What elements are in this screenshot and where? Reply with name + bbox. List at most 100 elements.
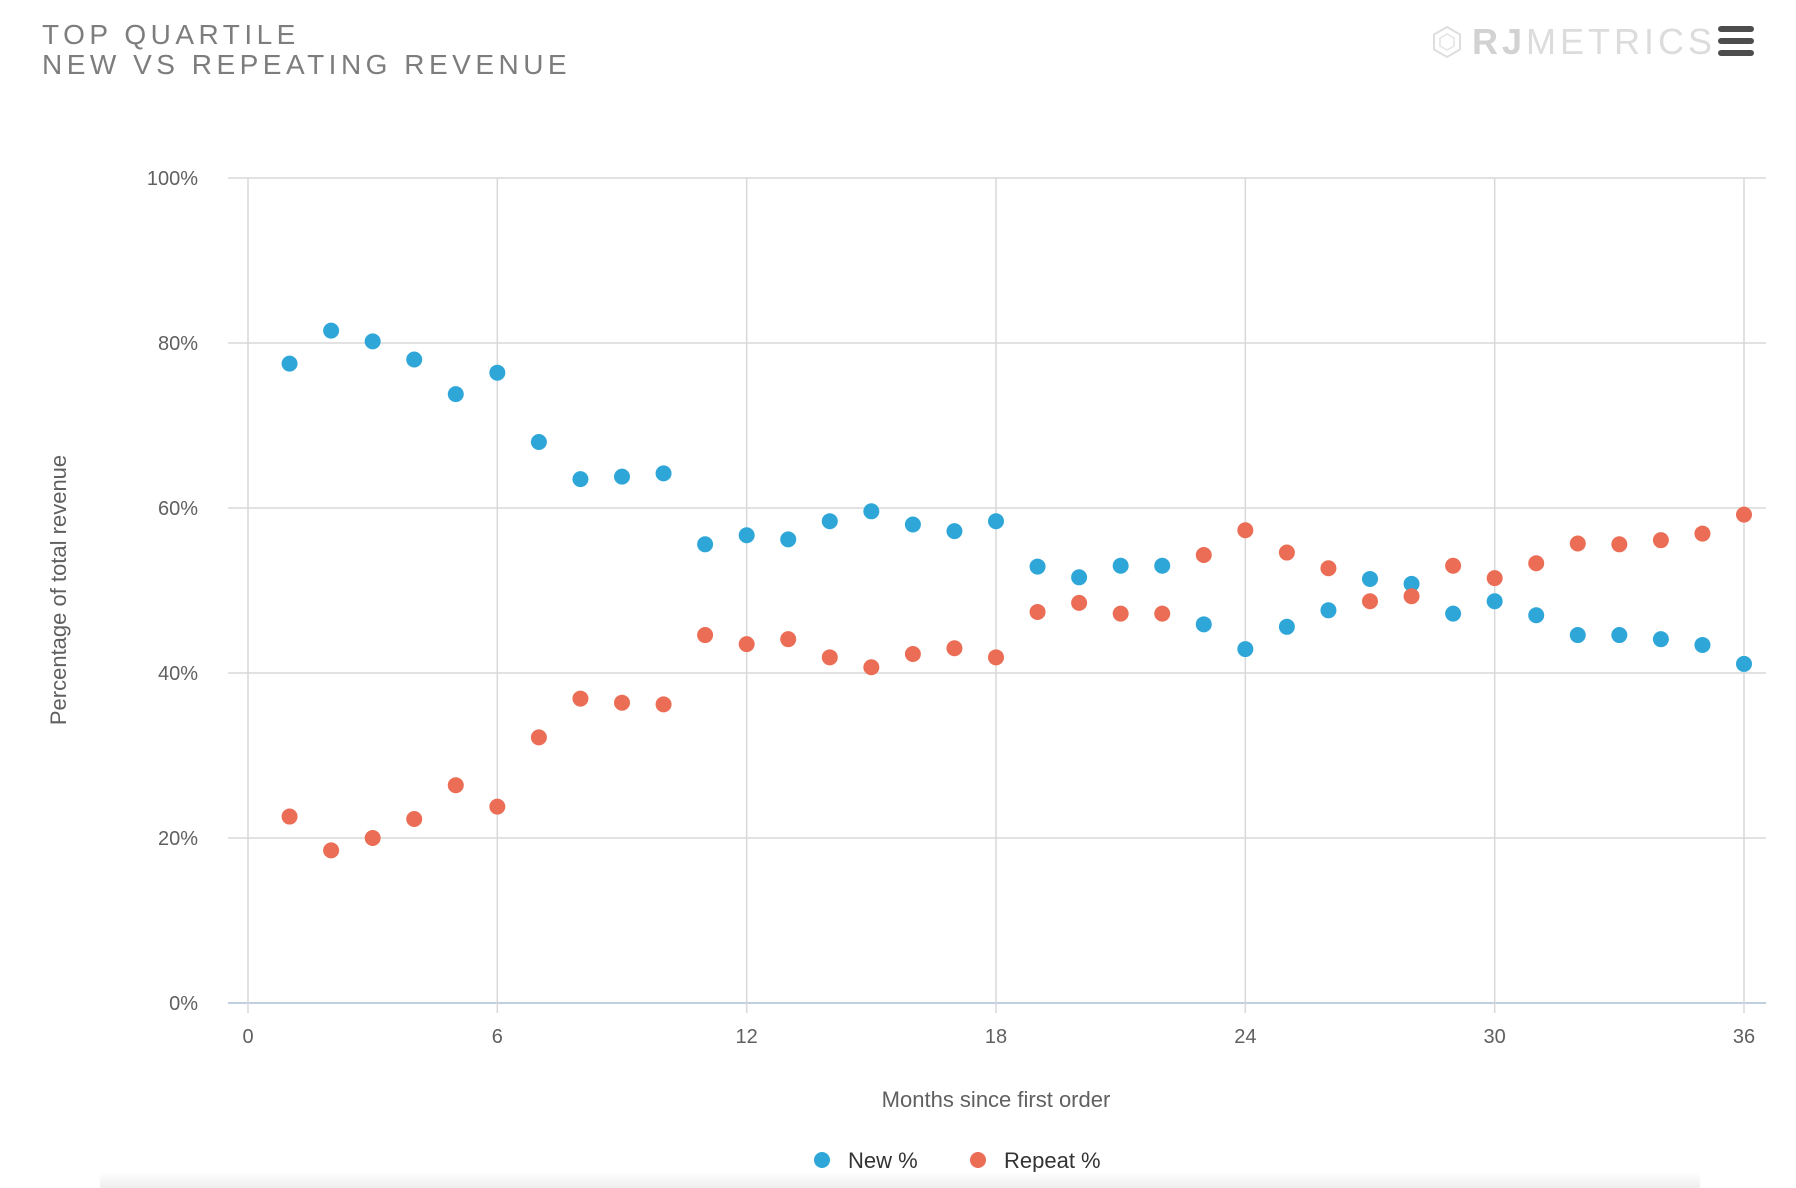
new-pct-point[interactable] bbox=[988, 513, 1004, 530]
repeat-pct-point[interactable] bbox=[1195, 547, 1212, 564]
hamburger-menu-icon[interactable] bbox=[1718, 26, 1754, 56]
repeat-pct-point[interactable] bbox=[1445, 557, 1462, 574]
repeat-pct-point[interactable] bbox=[1237, 522, 1254, 539]
new-pct-point[interactable] bbox=[364, 333, 381, 350]
menu-bar-middle bbox=[1718, 38, 1754, 44]
repeat-pct-point[interactable] bbox=[1486, 570, 1503, 587]
new-pct-point[interactable] bbox=[863, 503, 880, 520]
brand-wordmark: RJMETRICS bbox=[1472, 21, 1716, 63]
repeat-pct-point[interactable] bbox=[1736, 506, 1752, 523]
repeat-pct-point[interactable] bbox=[821, 649, 838, 666]
repeat-pct-point[interactable] bbox=[281, 808, 298, 825]
new-pct-point[interactable] bbox=[1403, 575, 1420, 592]
repeat-pct-point[interactable] bbox=[780, 631, 797, 648]
repeat-pct-point[interactable] bbox=[1569, 535, 1586, 552]
new-pct-point[interactable] bbox=[1071, 569, 1088, 586]
new-pct-point[interactable] bbox=[572, 471, 589, 488]
repeat-pct-point[interactable] bbox=[1029, 603, 1046, 620]
repeat-pct-point[interactable] bbox=[530, 729, 547, 746]
new-pct-point[interactable] bbox=[1736, 655, 1752, 672]
repeat-pct-point[interactable] bbox=[1611, 536, 1628, 553]
repeat-pct-point[interactable] bbox=[1320, 560, 1337, 577]
new-pct-point[interactable] bbox=[406, 351, 423, 368]
new-pct-point[interactable] bbox=[1362, 570, 1378, 587]
new-pct-point[interactable] bbox=[697, 536, 714, 553]
y-axis-title: Percentage of total revenue bbox=[46, 455, 71, 725]
repeat-pct-point[interactable] bbox=[1154, 605, 1171, 622]
new-pct-point[interactable] bbox=[1611, 627, 1628, 644]
repeat-pct-point[interactable] bbox=[863, 659, 880, 676]
y-tick-label: 60% bbox=[158, 498, 198, 520]
repeat-pct-point[interactable] bbox=[1362, 593, 1378, 610]
repeat-pct-point[interactable] bbox=[364, 830, 381, 846]
repeat-pct-point[interactable] bbox=[572, 690, 589, 707]
new-pct-point[interactable] bbox=[1195, 616, 1212, 633]
new-pct-point[interactable] bbox=[738, 527, 755, 544]
legend: New % Repeat % bbox=[814, 1148, 1101, 1173]
new-pct-point[interactable] bbox=[655, 465, 672, 482]
data-points bbox=[281, 322, 1752, 859]
repeat-pct-point[interactable] bbox=[988, 649, 1004, 666]
new-pct-point[interactable] bbox=[1237, 641, 1254, 658]
new-pct-point[interactable] bbox=[780, 531, 797, 548]
menu-bar-bottom bbox=[1718, 50, 1754, 56]
repeat-pct-point[interactable] bbox=[1528, 555, 1545, 572]
new-pct-point[interactable] bbox=[1569, 627, 1586, 644]
repeat-pct-point[interactable] bbox=[1652, 532, 1669, 549]
new-pct-point[interactable] bbox=[904, 516, 921, 533]
new-pct-point[interactable] bbox=[1528, 607, 1545, 624]
repeat-pct-point[interactable] bbox=[1278, 544, 1295, 561]
repeat-pct-point[interactable] bbox=[1403, 588, 1420, 605]
new-pct-point[interactable] bbox=[614, 468, 630, 485]
new-pct-point[interactable] bbox=[1652, 631, 1669, 648]
x-tick-label: 0 bbox=[242, 1026, 253, 1048]
new-pct-point[interactable] bbox=[1694, 636, 1711, 653]
repeat-pct-point[interactable] bbox=[614, 694, 630, 711]
repeat-pct-point[interactable] bbox=[1112, 605, 1129, 622]
repeat-pct-point[interactable] bbox=[323, 842, 340, 859]
new-pct-point[interactable] bbox=[447, 386, 464, 403]
card-bottom-edge bbox=[100, 1172, 1700, 1188]
legend-item[interactable]: New % bbox=[814, 1148, 918, 1173]
repeat-pct-point[interactable] bbox=[655, 696, 672, 713]
new-pct-point[interactable] bbox=[1320, 602, 1337, 619]
x-tick-label: 30 bbox=[1484, 1026, 1506, 1048]
new-pct-point[interactable] bbox=[530, 434, 547, 450]
new-pct-point[interactable] bbox=[1154, 557, 1171, 574]
y-tick-label: 100% bbox=[147, 168, 198, 190]
new-pct-point[interactable] bbox=[1445, 605, 1462, 622]
x-axis-tick-labels: 0 6 12 18 24 30 36 bbox=[242, 1026, 1755, 1048]
legend-item[interactable]: Repeat % bbox=[970, 1148, 1101, 1173]
repeat-pct-point[interactable] bbox=[697, 627, 714, 644]
horizontal-gridlines bbox=[228, 177, 1766, 1004]
new-pct-point[interactable] bbox=[1486, 593, 1503, 610]
legend-marker bbox=[970, 1152, 986, 1168]
brand-wordmark-light: METRICS bbox=[1526, 21, 1717, 62]
repeat-pct-point[interactable] bbox=[406, 811, 423, 828]
vertical-gridlines bbox=[247, 178, 1745, 1013]
repeat-pct-point[interactable] bbox=[1071, 594, 1088, 611]
x-tick-label: 36 bbox=[1733, 1026, 1755, 1048]
new-pct-point[interactable] bbox=[323, 322, 340, 339]
new-pct-point[interactable] bbox=[1278, 618, 1295, 635]
repeat-pct-point[interactable] bbox=[904, 646, 921, 663]
new-pct-point[interactable] bbox=[1029, 558, 1046, 575]
x-tick-label: 18 bbox=[985, 1026, 1007, 1048]
repeat-pct-point[interactable] bbox=[447, 777, 464, 794]
new-pct-point[interactable] bbox=[946, 523, 963, 540]
repeat-pct-point[interactable] bbox=[738, 636, 755, 653]
new-pct-point[interactable] bbox=[489, 364, 506, 381]
repeat-pct-point[interactable] bbox=[946, 640, 963, 657]
new-pct-point[interactable] bbox=[1112, 557, 1129, 574]
y-tick-label: 40% bbox=[158, 663, 198, 685]
repeat-pct-point[interactable] bbox=[1694, 525, 1711, 542]
repeat-pct-point[interactable] bbox=[489, 798, 506, 815]
y-tick-label: 20% bbox=[158, 828, 198, 850]
chart-title-line-2: NEW VS REPEATING REVENUE bbox=[42, 49, 572, 80]
x-axis-title: Months since first order bbox=[882, 1087, 1111, 1112]
y-tick-label: 0% bbox=[169, 993, 198, 1015]
new-pct-point[interactable] bbox=[821, 513, 838, 530]
new-pct-point[interactable] bbox=[281, 355, 298, 372]
y-tick-label: 80% bbox=[158, 333, 198, 355]
